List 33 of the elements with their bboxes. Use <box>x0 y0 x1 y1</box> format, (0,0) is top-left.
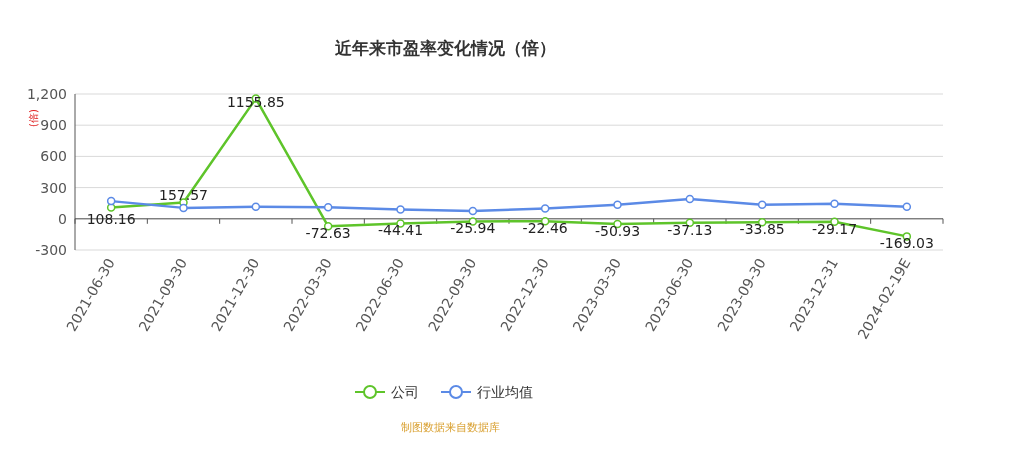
point <box>396 205 405 214</box>
data-label: -25.94 <box>450 220 496 237</box>
legend-label: 公司 <box>391 384 419 400</box>
data-label: -37.13 <box>667 221 713 238</box>
point <box>323 203 333 212</box>
point <box>613 200 622 210</box>
y-tick-label: 300 <box>40 179 67 196</box>
point <box>179 203 188 213</box>
y-tick-label: -300 <box>35 242 67 258</box>
text: 制图数据来自数据库 <box>400 421 500 434</box>
y-axis-title: (倍) <box>28 109 39 127</box>
point <box>757 200 767 210</box>
point <box>685 194 695 204</box>
point <box>106 196 116 206</box>
data-label: -50.93 <box>594 223 641 240</box>
chart-title: 近年来市盈率变化情况（倍） <box>333 38 556 58</box>
y-tick-label: 1,200 <box>26 86 67 102</box>
point <box>251 202 261 212</box>
data-label: -33.85 <box>739 221 785 238</box>
data-label: -169.03 <box>879 235 934 252</box>
y-tick-label: 900 <box>40 117 67 134</box>
point <box>830 199 839 208</box>
y-tick-label: 600 <box>40 148 67 165</box>
data-label: -72.63 <box>305 225 351 242</box>
legend-label: 行业均值 <box>477 384 533 400</box>
y-tick-label: 0 <box>58 210 67 227</box>
data-label: -29.17 <box>811 220 858 237</box>
point <box>468 206 478 216</box>
data-label: -44.41 <box>377 222 424 239</box>
point <box>902 202 912 212</box>
point <box>106 203 116 212</box>
point <box>540 204 550 213</box>
data-label: -22.46 <box>522 220 568 237</box>
